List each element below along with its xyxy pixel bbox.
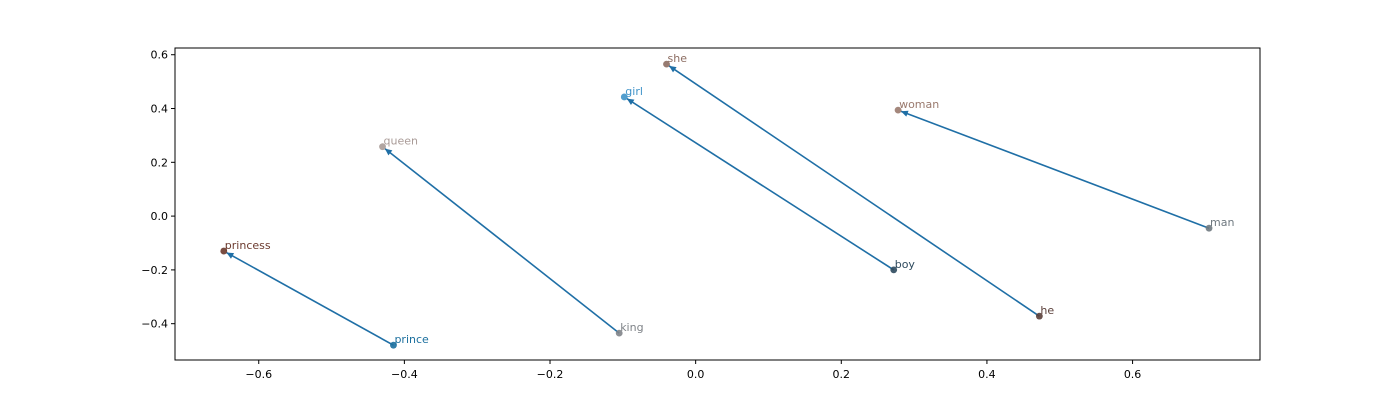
point-he (1035, 312, 1043, 320)
y-tick-label: −0.4 (141, 318, 168, 331)
arrow-shaft (900, 110, 1210, 229)
point-label-man: man (1210, 216, 1234, 229)
arrow-shaft (384, 147, 620, 334)
arrow-head (384, 148, 393, 156)
point-label-princess: princess (225, 239, 271, 252)
plot-frame (174, 47, 1261, 361)
point-queen (379, 143, 386, 151)
y-tick-label: −0.2 (141, 264, 168, 277)
arrow-head (900, 110, 909, 117)
point-woman (894, 106, 902, 114)
x-tick-label: −0.2 (537, 368, 564, 381)
y-tick-label: 0.6 (151, 49, 169, 62)
point-label-king: king (620, 321, 643, 334)
point-label-prince: prince (394, 333, 429, 346)
point-label-boy: boy (895, 258, 916, 271)
arrow-head (226, 252, 235, 259)
label-layer: she girl woman queen man princess boy he king pri… (225, 52, 1235, 346)
y-tick-label: 0.4 (151, 103, 169, 116)
arrow-shaft (226, 251, 394, 346)
point-label-she: she (668, 52, 688, 65)
arrow-shaft (668, 65, 1040, 317)
point-label-woman: woman (899, 98, 939, 111)
arrow-head (669, 65, 677, 73)
arrow-man-to-woman (900, 110, 1210, 229)
point-label-girl: girl (625, 85, 643, 98)
x-tick-label: −0.6 (245, 368, 272, 381)
point-man (1205, 224, 1213, 232)
chart-axes: −0.6 −0.4 −0.2 0.0 0.2 0.4 0.6 −0.4 −0.2 0.0 0.2 0.… (141, 47, 1261, 381)
x-tick-label: 0.4 (978, 368, 996, 381)
x-tick-label: 0.0 (687, 368, 705, 381)
arrow-he-to-she (668, 65, 1040, 317)
y-tick-label: 0.0 (151, 210, 169, 223)
point-label-he: he (1040, 304, 1054, 317)
point-prince (390, 341, 397, 349)
point-boy (890, 266, 898, 274)
point-label-queen: queen (384, 135, 418, 148)
x-tick-label: −0.4 (391, 368, 418, 381)
arrow-prince-to-princess (226, 251, 394, 346)
arrow-head (626, 98, 635, 106)
point-king (615, 329, 623, 337)
point-she (663, 60, 670, 68)
arrow-shaft (626, 97, 895, 271)
arrow-boy-to-girl (626, 97, 895, 271)
point-princess (220, 247, 228, 255)
point-girl (620, 93, 628, 101)
y-tick-label: 0.2 (151, 156, 169, 169)
arrow-king-to-queen (384, 147, 620, 334)
x-tick-label: 0.6 (1124, 368, 1142, 381)
arrow-layer (226, 65, 1210, 346)
x-tick-label: 0.2 (833, 368, 851, 381)
point-layer (220, 60, 1213, 349)
